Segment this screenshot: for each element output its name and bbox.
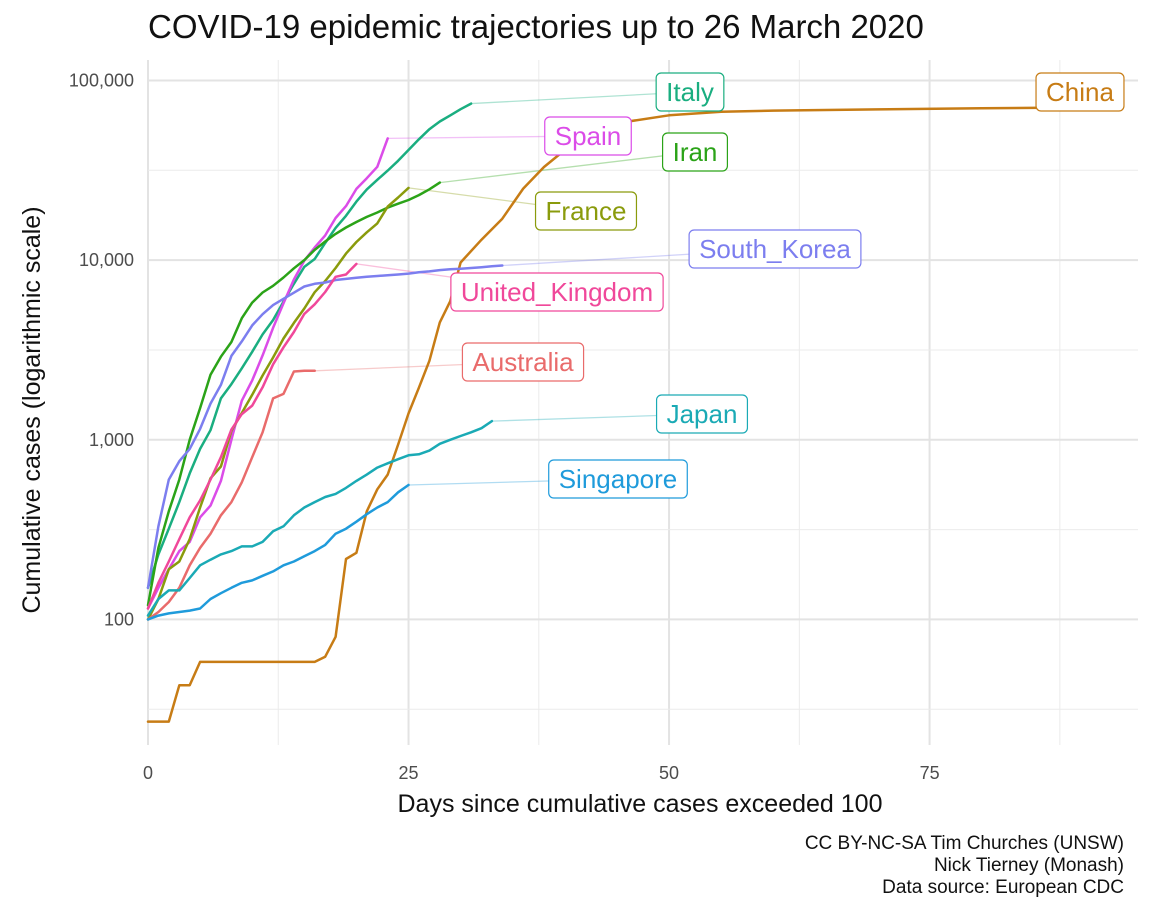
- series-label-south-korea: South_Korea: [688, 229, 862, 269]
- label-connector-italy: [471, 91, 691, 105]
- caption-line-3: Data source: European CDC: [882, 877, 1124, 898]
- x-tick-label: 25: [399, 763, 419, 783]
- series-label-text: China: [1046, 77, 1114, 107]
- series-label-iran: Iran: [661, 132, 729, 172]
- series-label-text: Italy: [666, 77, 714, 107]
- series-label-text: Australia: [472, 347, 574, 377]
- series-label-france: France: [534, 191, 638, 231]
- series-label-box: [548, 459, 688, 499]
- series-line-united-kingdom: [146, 262, 358, 610]
- y-tick-label: 1,000: [89, 430, 134, 450]
- x-tick-label: 50: [659, 763, 679, 783]
- series-labels: China Italy Spain Iran France South_Korea Unit…: [450, 72, 1125, 499]
- series-label-text: France: [546, 196, 627, 226]
- series-label-text: Japan: [667, 399, 738, 429]
- series-line-south-korea: [146, 264, 504, 590]
- series-label-text: Iran: [673, 137, 718, 167]
- series-label-text: United_Kingdom: [461, 277, 653, 307]
- chart-title: COVID-19 epidemic trajectories up to 26 …: [148, 8, 924, 45]
- x-tick-label: 0: [143, 763, 153, 783]
- series-label-australia: Australia: [461, 342, 585, 382]
- series-label-box: [461, 342, 585, 382]
- caption-line-2: Nick Tierney (Monash): [933, 855, 1124, 876]
- series-line-france: [146, 186, 410, 621]
- caption-line-1: CC BY-NC-SA Tim Churches (UNSW): [804, 833, 1124, 854]
- y-axis-title: Cumulative cases (logarithmic scale): [18, 206, 46, 613]
- label-connector-iran: [439, 151, 696, 184]
- series-line-australia: [146, 369, 316, 621]
- series-label-box: [534, 191, 638, 231]
- series-label-united-kingdom: United_Kingdom: [450, 272, 664, 312]
- series-line-iran: [146, 181, 442, 607]
- series-label-text: Singapore: [559, 464, 678, 494]
- series-label-box: [688, 229, 862, 269]
- series-label-text: South_Korea: [699, 234, 851, 264]
- tick-labels: 0 25 50 75 100 1,000 10,000 100,000: [69, 70, 940, 783]
- x-tick-label: 75: [920, 763, 940, 783]
- y-tick-label: 10,000: [79, 250, 134, 270]
- caption: CC BY-NC-SA Tim Churches (UNSW) Nick Tie…: [805, 833, 1124, 899]
- series-label-box: [1035, 72, 1125, 112]
- series-label-text: Spain: [555, 121, 622, 151]
- series-label-box: [450, 272, 664, 312]
- series-label-japan: Japan: [655, 394, 749, 434]
- series-label-box: [655, 394, 749, 434]
- series-label-box: [544, 116, 632, 156]
- series-label-china: China: [1035, 72, 1125, 112]
- series-line-italy: [146, 102, 473, 590]
- y-tick-label: 100,000: [69, 70, 134, 90]
- series-label-box: [655, 72, 725, 112]
- grid: [147, 60, 1138, 745]
- series-line-singapore: [146, 483, 410, 621]
- series-lines: [146, 102, 1108, 723]
- series-label-box: [661, 132, 729, 172]
- series-label-spain: Spain: [544, 116, 632, 156]
- y-tick-label: 100: [104, 609, 134, 629]
- series-line-japan: [146, 419, 494, 617]
- x-axis-title: Days since cumulative cases exceeded 100: [398, 790, 883, 818]
- series-label-singapore: Singapore: [548, 459, 688, 499]
- series-label-italy: Italy: [655, 72, 725, 112]
